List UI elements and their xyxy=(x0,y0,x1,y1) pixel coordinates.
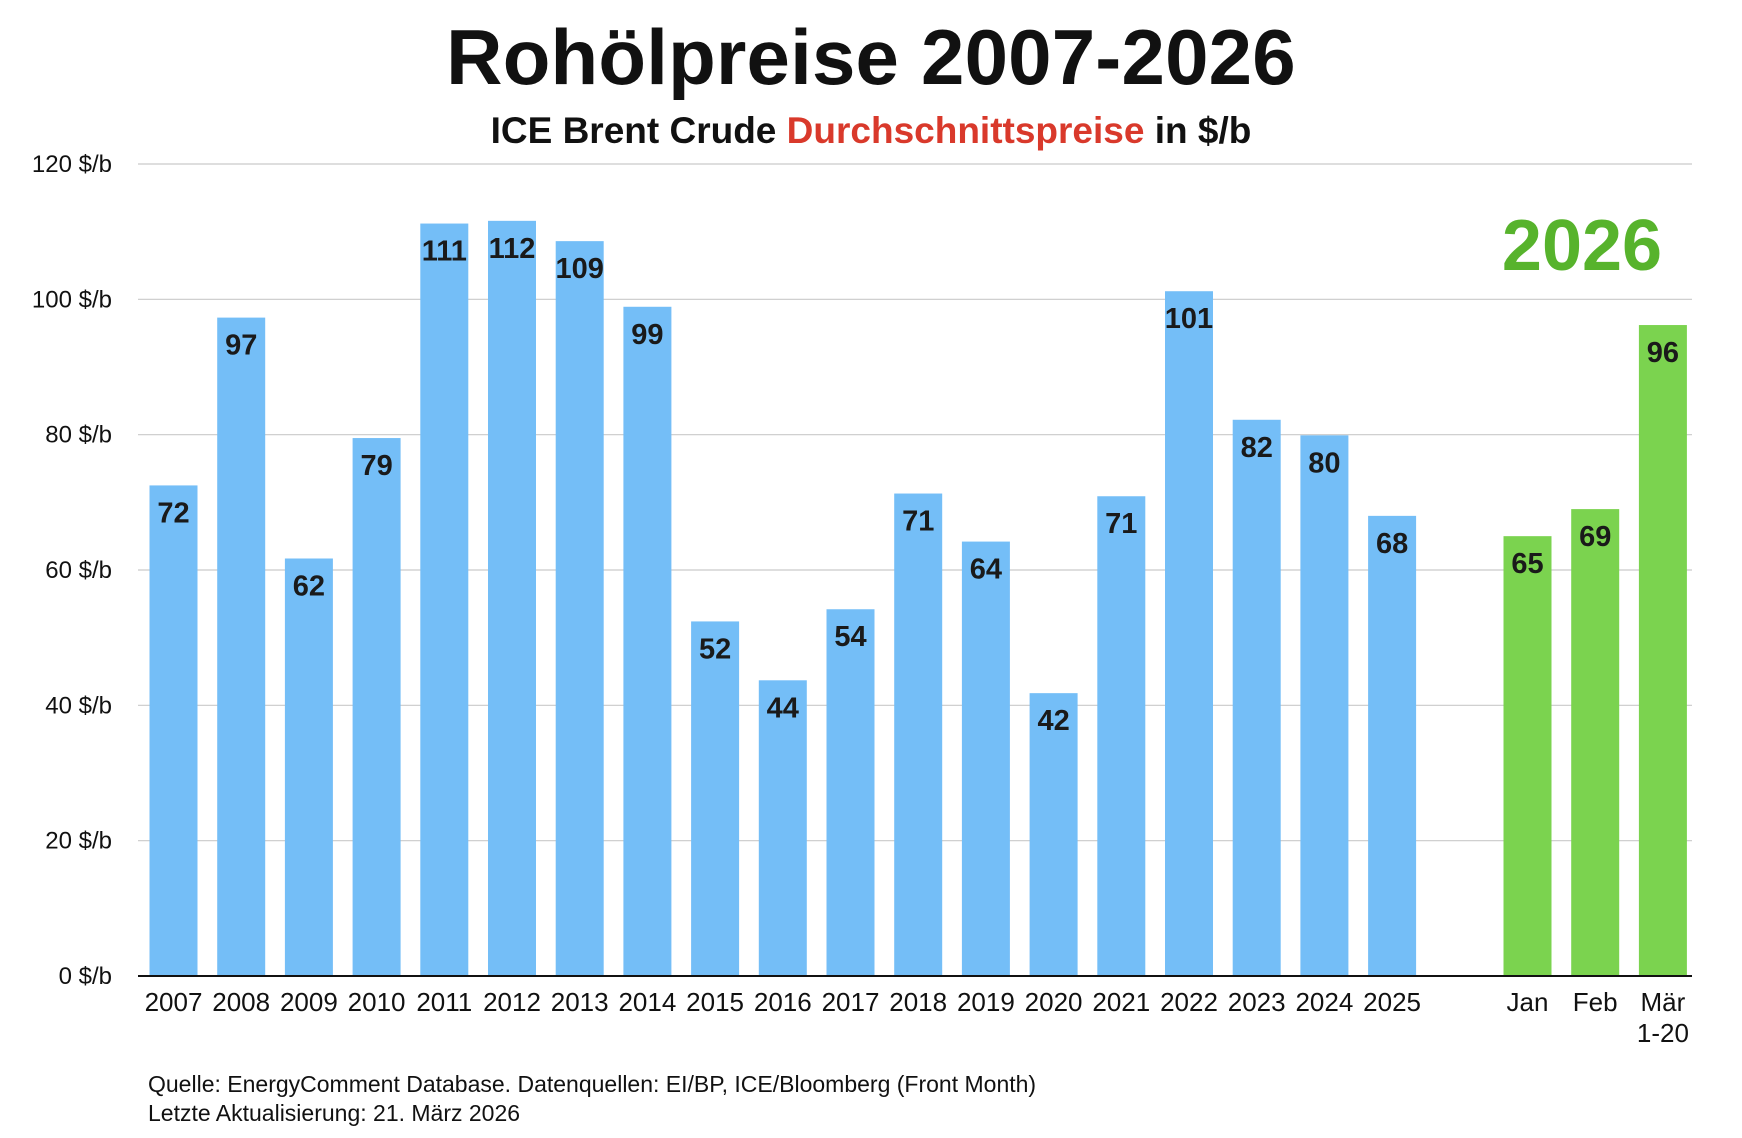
bars xyxy=(149,220,1687,977)
y-axis: 0 $/b 20 $/b 40 $/b 60 $/b 80 $/b 100 $/b 120 … xyxy=(32,151,112,990)
x-tick-label: 2019 xyxy=(957,987,1015,1017)
x-axis: 2007 2008 2009 2010 2011 2012 2013 2014 2015 2016… xyxy=(145,987,1689,1048)
data-label: 69 xyxy=(1579,521,1611,553)
bar xyxy=(1368,515,1417,976)
y-tick-label: 60 $/b xyxy=(45,557,112,584)
x-tick-label: 2016 xyxy=(754,987,812,1017)
data-label: 44 xyxy=(767,692,799,724)
data-label: 71 xyxy=(1105,508,1137,540)
x-tick-label: 2008 xyxy=(212,987,270,1017)
data-label: 64 xyxy=(970,554,1002,586)
bar xyxy=(352,438,401,976)
bar xyxy=(758,680,807,976)
x-tick-label: 2022 xyxy=(1160,987,1218,1017)
x-tick-label: 2020 xyxy=(1025,987,1083,1017)
x-tick-label: Feb xyxy=(1573,987,1618,1017)
data-label: 42 xyxy=(1037,705,1069,737)
data-label: 99 xyxy=(631,319,663,351)
bar xyxy=(1097,496,1146,976)
x-tick-label: 2012 xyxy=(483,987,541,1017)
bar xyxy=(1503,536,1552,976)
bar xyxy=(1232,419,1281,976)
bar xyxy=(691,621,740,976)
data-label: 109 xyxy=(556,253,604,285)
data-label: 96 xyxy=(1647,337,1679,369)
bar xyxy=(894,493,943,976)
bar xyxy=(1300,435,1349,976)
data-label: 71 xyxy=(902,506,934,538)
source-line: Quelle: EnergyComment Database. Datenque… xyxy=(148,1071,1037,1097)
x-tick-label: 2010 xyxy=(348,987,406,1017)
x-tick-label: 2009 xyxy=(280,987,338,1017)
data-label: 111 xyxy=(422,236,467,268)
x-tick-label: 2021 xyxy=(1092,987,1150,1017)
data-label: 72 xyxy=(157,497,189,529)
annotation-2026: 2026 xyxy=(1502,206,1662,286)
x-tick-label: Mär xyxy=(1641,987,1686,1017)
data-label: 62 xyxy=(293,570,325,602)
data-label: 80 xyxy=(1308,447,1340,479)
data-labels: 72 97 62 79 111 112 109 99 52 44 54 71 64 42 71 101 82 80… xyxy=(157,233,1679,737)
x-tick-label: 2023 xyxy=(1228,987,1286,1017)
subtitle-prefix: ICE Brent Crude xyxy=(490,110,777,151)
subtitle-accent: Durchschnittspreise xyxy=(786,110,1145,151)
x-tick-label: 2017 xyxy=(822,987,880,1017)
y-tick-label: 20 $/b xyxy=(45,828,112,855)
x-tick-label: 1-20 xyxy=(1637,1018,1689,1048)
bar xyxy=(623,306,672,976)
bar xyxy=(488,220,536,977)
chart-subtitle: ICE Brent Crude Durchschnittspreise in $… xyxy=(0,112,1742,149)
data-label: 112 xyxy=(489,233,536,265)
subtitle-suffix: in $/b xyxy=(1154,110,1252,151)
y-tick-label: 80 $/b xyxy=(45,422,112,449)
y-tick-label: 100 $/b xyxy=(32,286,112,313)
bar xyxy=(1638,325,1687,977)
bar xyxy=(961,541,1010,976)
x-tick-label: 2013 xyxy=(551,987,609,1017)
x-tick-label: 2011 xyxy=(416,987,472,1017)
data-label: 101 xyxy=(1165,303,1213,335)
data-label: 65 xyxy=(1511,548,1543,580)
y-tick-label: 120 $/b xyxy=(32,151,112,178)
y-tick-label: 0 $/b xyxy=(59,963,112,990)
bar xyxy=(1165,291,1213,976)
data-label: 82 xyxy=(1241,432,1273,464)
bar xyxy=(555,241,604,976)
x-tick-label: 2014 xyxy=(618,987,676,1017)
x-tick-label: 2015 xyxy=(686,987,744,1017)
data-label: 79 xyxy=(360,450,392,482)
bar xyxy=(1029,693,1078,976)
bar xyxy=(217,317,266,976)
bar xyxy=(420,223,469,977)
bar xyxy=(284,558,333,976)
x-tick-label: 2024 xyxy=(1295,987,1353,1017)
bar xyxy=(149,485,198,976)
bar xyxy=(1571,509,1620,976)
y-tick-label: 40 $/b xyxy=(45,692,112,719)
chart-title: Rohölpreise 2007-2026 xyxy=(446,13,1296,101)
data-label: 54 xyxy=(834,621,866,653)
x-tick-label: 2007 xyxy=(145,987,203,1017)
x-tick-label: 2025 xyxy=(1363,987,1421,1017)
bar xyxy=(826,609,875,976)
updated-line: Letzte Aktualisierung: 21. März 2026 xyxy=(148,1100,521,1126)
data-label: 52 xyxy=(699,633,731,665)
x-tick-label: Jan xyxy=(1507,987,1549,1017)
data-label: 97 xyxy=(225,330,257,362)
x-tick-label: 2018 xyxy=(889,987,947,1017)
data-label: 68 xyxy=(1376,528,1408,560)
source-note: Quelle: EnergyComment Database. Datenque… xyxy=(148,1070,1036,1128)
